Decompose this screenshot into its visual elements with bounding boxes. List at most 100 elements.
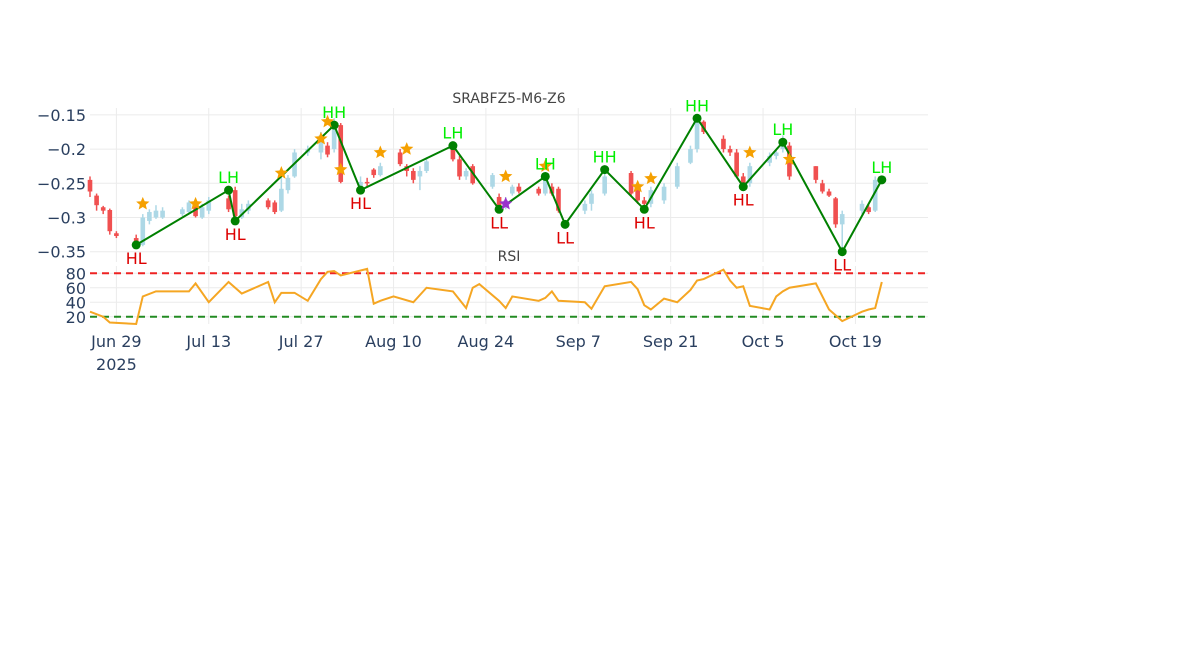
star-marker xyxy=(743,145,757,159)
candle xyxy=(107,208,113,235)
candle xyxy=(859,200,865,215)
candle xyxy=(767,152,772,167)
rsi-series xyxy=(89,267,928,326)
candle-body xyxy=(641,200,647,204)
candle xyxy=(509,184,515,196)
candle-body xyxy=(740,176,746,184)
zigzag-point xyxy=(560,219,570,229)
zigzag-point xyxy=(778,137,788,147)
x-tick-label: Oct 19 xyxy=(829,332,882,351)
candle-body xyxy=(859,203,865,211)
candle-body xyxy=(107,209,113,232)
candle-body xyxy=(100,207,106,211)
candle-body xyxy=(411,170,416,180)
candle-body xyxy=(265,200,271,208)
pivot-label: LH xyxy=(442,124,463,143)
candle xyxy=(661,183,667,204)
candle-body xyxy=(866,207,871,213)
candle-body xyxy=(331,123,337,150)
candle-body xyxy=(397,152,403,165)
zigzag-point xyxy=(837,247,847,257)
pivot-label: HH xyxy=(685,96,709,115)
candle xyxy=(338,123,344,184)
candle-body xyxy=(813,166,819,180)
candle-body xyxy=(463,170,469,177)
x-tick-label: Jul 13 xyxy=(185,332,231,351)
pivot-label: HL xyxy=(225,225,246,244)
x-year-label: 2025 xyxy=(96,355,137,374)
x-tick-label: Sep 21 xyxy=(643,332,699,351)
star-marker xyxy=(320,114,335,128)
candle-body xyxy=(589,193,594,204)
candle-body xyxy=(542,179,548,194)
candle xyxy=(833,196,838,228)
candle xyxy=(206,196,212,215)
candle xyxy=(265,198,271,210)
candle-body xyxy=(721,138,726,150)
candle xyxy=(727,145,733,156)
star-marker xyxy=(538,159,552,172)
pivot-labels: HL LH HL HH HL LH LL LH LL HH HL HH HL LH LL LH xyxy=(126,96,893,274)
candle xyxy=(602,173,607,196)
rsi-y-tick-label: 20 xyxy=(66,308,86,327)
candle-body xyxy=(285,177,291,191)
zigzag-point xyxy=(639,204,649,214)
candle-body xyxy=(450,147,456,160)
zigzag-point xyxy=(356,185,366,195)
candle xyxy=(582,200,588,215)
zigzag-point xyxy=(494,204,504,214)
candle xyxy=(866,205,871,215)
axes: −0.15 −0.2 −0.25 −0.3 −0.35 Jun 29 Jul 13 Jul 2… xyxy=(37,106,882,374)
candle-body xyxy=(338,125,344,182)
candle xyxy=(688,145,693,165)
candle-body xyxy=(602,176,607,194)
candle-body xyxy=(114,233,119,236)
candle xyxy=(87,176,93,197)
candle xyxy=(186,200,192,215)
candle-body xyxy=(147,212,152,221)
candle xyxy=(411,168,416,184)
pivot-label: HH xyxy=(322,103,346,122)
pivot-label: HL xyxy=(634,213,655,232)
candle-body xyxy=(734,152,739,177)
candle-body xyxy=(272,202,278,213)
candle-body xyxy=(180,209,185,215)
x-tick-label: Jul 27 xyxy=(278,332,324,351)
pivot-label: LH xyxy=(772,120,793,139)
candle-body xyxy=(661,186,667,201)
candle xyxy=(285,175,291,194)
pivot-label: HL xyxy=(733,191,754,210)
candle xyxy=(226,195,231,213)
candle-body xyxy=(318,135,324,153)
candle xyxy=(364,177,370,187)
star-marker xyxy=(274,166,289,179)
pivot-label: HL xyxy=(126,249,147,268)
pivot-label: LL xyxy=(490,213,508,232)
candle xyxy=(490,173,495,189)
star-marker xyxy=(400,142,414,155)
x-tick-label: Jun 29 xyxy=(90,332,141,351)
candle xyxy=(694,118,700,153)
candle-body xyxy=(199,207,205,218)
zigzag-point xyxy=(230,216,240,226)
candle xyxy=(180,207,185,217)
star-marker xyxy=(631,179,645,193)
price-chart-title: SRABFZ5-M6-Z6 xyxy=(452,91,565,107)
candle xyxy=(628,170,634,196)
candle-body xyxy=(186,202,192,213)
candle xyxy=(279,173,284,213)
pivot-label: LH xyxy=(535,154,556,173)
candle-body xyxy=(872,179,878,211)
candle-body xyxy=(140,217,146,245)
zigzag-point xyxy=(692,113,702,123)
star-markers xyxy=(136,114,797,210)
candle-body xyxy=(536,188,542,194)
rsi-y-tick-label: 80 xyxy=(66,264,86,283)
candle xyxy=(424,157,429,174)
zigzag-point xyxy=(877,175,887,185)
pivot-label: LH xyxy=(218,168,239,187)
candle xyxy=(463,168,469,180)
candle-body xyxy=(424,161,429,171)
